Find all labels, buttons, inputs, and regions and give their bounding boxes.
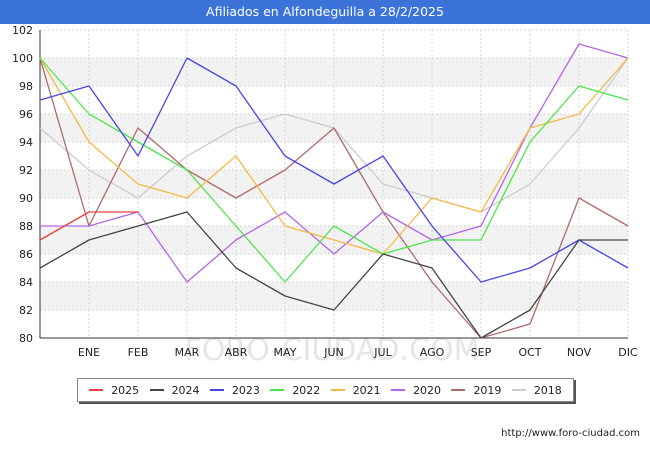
legend-label: 2025 <box>111 383 140 397</box>
x-tick-label: NOV <box>567 346 592 359</box>
legend-item-2022: 2022 <box>270 384 320 397</box>
x-tick-label: SEP <box>471 346 492 359</box>
legend-swatch <box>149 389 164 391</box>
x-tick-label: ABR <box>225 346 248 359</box>
x-tick-label: MAY <box>274 346 297 359</box>
y-tick-label: 102 <box>12 24 33 37</box>
y-tick-label: 86 <box>19 248 33 261</box>
y-tick-label: 84 <box>19 276 33 289</box>
series-line-2019 <box>39 57 629 339</box>
legend-label: 2023 <box>231 383 260 397</box>
legend-label: 2019 <box>473 383 502 397</box>
x-tick-label: OCT <box>518 346 541 359</box>
legend-item-2025: 2025 <box>89 384 139 397</box>
x-tick-label: ENE <box>78 346 100 359</box>
series-line-2022 <box>39 57 629 283</box>
y-tick-label: 94 <box>19 136 33 149</box>
x-tick-label: JUL <box>373 346 392 359</box>
legend-item-2019: 2019 <box>451 384 501 397</box>
legend: 2025 2024 2023 2022 2021 2020 2019 2018 <box>77 378 574 402</box>
y-tick-label: 92 <box>19 164 33 177</box>
y-tick-label: 98 <box>19 80 33 93</box>
legend-label: 2022 <box>292 383 321 397</box>
series-line-2024 <box>39 211 628 339</box>
series-line-2021 <box>39 57 629 255</box>
legend-label: 2020 <box>413 383 442 397</box>
legend-item-2020: 2020 <box>391 384 441 397</box>
legend-label: 2024 <box>171 383 200 397</box>
x-tick-label: JUN <box>323 346 344 359</box>
legend-swatch <box>511 389 526 391</box>
legend-item-2023: 2023 <box>209 383 260 397</box>
legend-label: 2021 <box>352 383 381 397</box>
legend-swatch <box>209 389 224 391</box>
y-tick-label: 96 <box>19 108 33 121</box>
legend-swatch <box>270 389 285 391</box>
x-tick-label: FEB <box>128 346 149 359</box>
watermark: FORO-CIUDAD.COM <box>185 333 480 368</box>
x-tick-label: MAR <box>175 346 200 359</box>
legend-swatch <box>391 389 406 391</box>
x-tick-label: AGO <box>420 346 445 359</box>
series-line-2023 <box>39 57 629 283</box>
y-tick-label: 100 <box>12 52 33 65</box>
x-tick-label: DIC <box>618 346 638 359</box>
y-tick-label: 82 <box>19 304 33 317</box>
legend-label: 2018 <box>533 383 562 397</box>
y-tick-label: 88 <box>19 220 33 233</box>
source-url[interactable]: http://www.foro-ciudad.com <box>501 428 640 439</box>
legend-item-2024: 2024 <box>149 383 200 397</box>
legend-item-2021: 2021 <box>330 383 381 397</box>
legend-item-2018: 2018 <box>511 383 562 397</box>
series-line-2025 <box>39 211 138 241</box>
legend-swatch <box>330 389 345 391</box>
legend-swatch <box>89 389 104 391</box>
y-tick-label: 90 <box>19 192 33 205</box>
y-tick-label: 80 <box>19 332 33 345</box>
chart-title: Afiliados en Alfondeguilla a 28/2/2025 <box>0 0 650 24</box>
legend-swatch <box>451 389 466 391</box>
